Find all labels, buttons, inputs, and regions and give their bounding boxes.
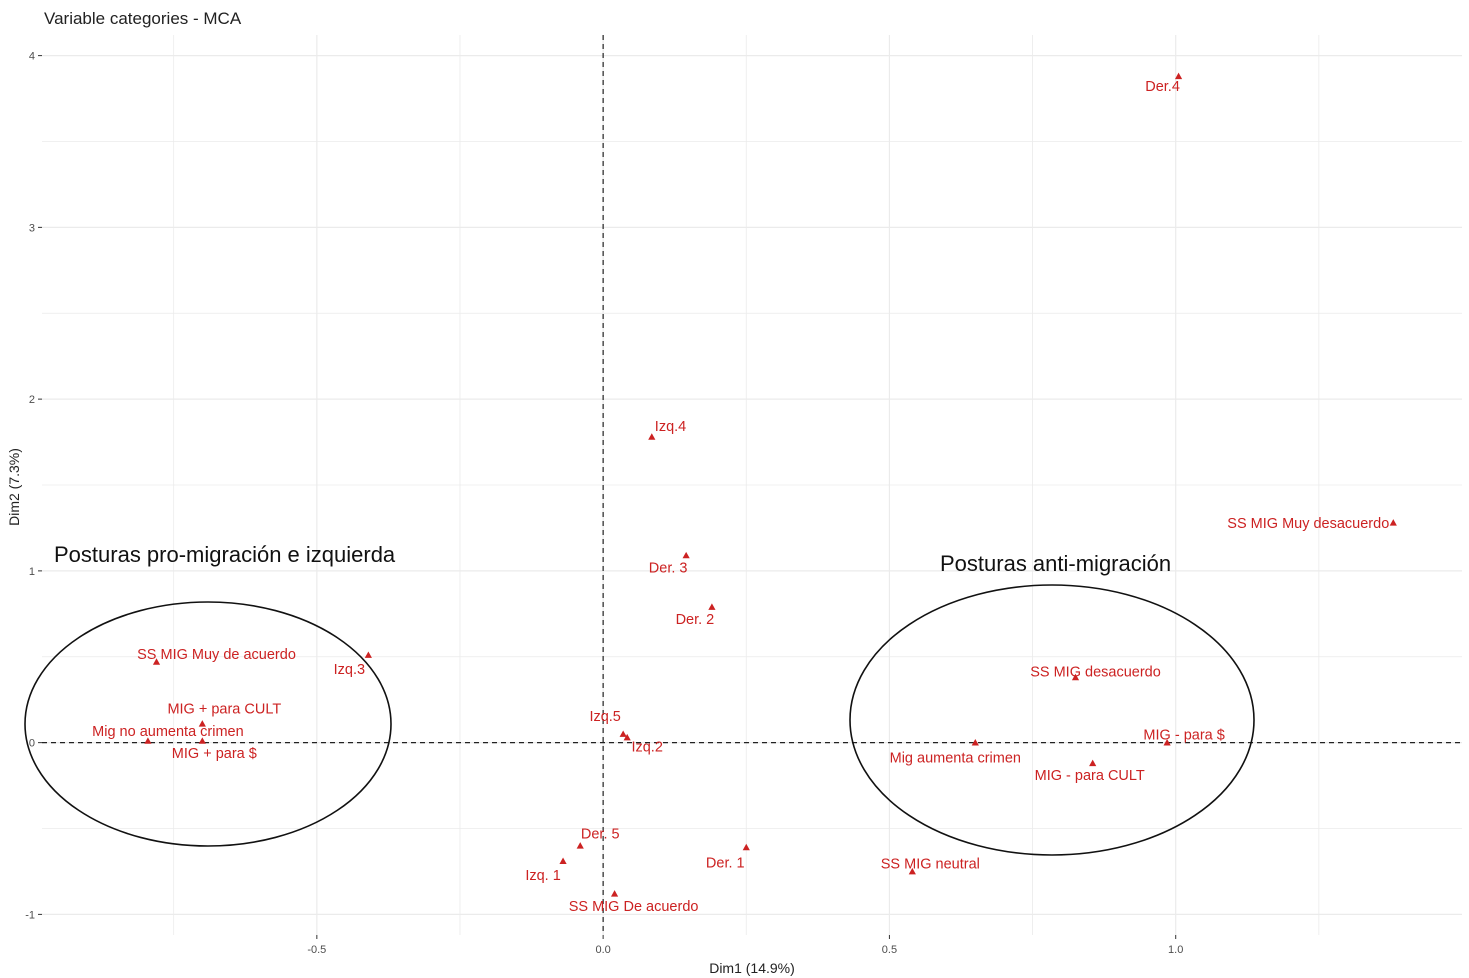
data-point-label: Izq.5 [589, 709, 620, 725]
data-point-marker [576, 842, 584, 849]
data-point-label: Mig aumenta crimen [890, 751, 1021, 767]
data-point-label: Mig no aumenta crimen [92, 724, 244, 740]
data-point-labels: Der.4 SS MIG Muy desacuerdo Izq.4 Der. 3 Der… [92, 79, 1389, 915]
x-axis-ticks: -0.5 0.0 0.5 1.0 [307, 935, 1183, 956]
data-point-marker [1089, 759, 1097, 767]
anti-migration-annotation: Posturas anti-migración [940, 551, 1171, 576]
major-grid [42, 35, 1462, 935]
data-point-marker [198, 720, 206, 727]
data-point-marker [682, 551, 690, 559]
y-tick-label: 4 [29, 51, 35, 63]
y-tick-label: 0 [29, 738, 35, 750]
x-tick-label: -0.5 [307, 944, 326, 956]
data-point-marker [198, 737, 206, 744]
data-point-label: Der. 1 [706, 855, 745, 871]
data-point-label: Izq. 1 [525, 868, 560, 884]
minor-grid [42, 35, 1462, 935]
data-point-label: Der. 3 [649, 560, 688, 576]
data-point-marker [708, 603, 716, 610]
data-point-label: SS MIG Muy de acuerdo [137, 647, 296, 663]
y-axis-label: Dim2 (7.3%) [6, 448, 22, 526]
y-tick-label: 1 [29, 566, 35, 578]
x-tick-label: 1.0 [1168, 944, 1183, 956]
data-point-marker [648, 433, 656, 440]
data-point-label: Der.4 [1145, 79, 1180, 95]
data-point-marker [152, 658, 161, 665]
data-point-label: SS MIG De acuerdo [569, 899, 699, 915]
data-point-marker [559, 857, 567, 865]
data-point-marker [908, 867, 916, 875]
data-point-marker [1389, 519, 1397, 526]
x-axis-label: Dim1 (14.9%) [709, 960, 795, 976]
y-tick-label: 2 [29, 394, 35, 406]
y-axis-ticks: -1 0 1 2 3 4 [25, 51, 42, 921]
data-point-label: MIG + para $ [172, 746, 257, 762]
data-point-marker [1174, 72, 1183, 80]
data-point-marker [1163, 739, 1171, 746]
data-points [144, 72, 1397, 897]
y-tick-label: -1 [25, 909, 35, 921]
data-point-label: MIG - para $ [1143, 728, 1224, 744]
x-tick-label: 0.5 [882, 944, 897, 956]
pro-migration-annotation: Posturas pro-migración e izquierda [54, 542, 396, 567]
data-point-marker [610, 890, 619, 897]
data-point-marker [971, 739, 979, 746]
data-point-marker [619, 730, 627, 737]
y-tick-label: 3 [29, 222, 35, 234]
data-point-label: Izq.2 [631, 739, 662, 755]
data-point-label: MIG + para CULT [167, 702, 281, 718]
data-point-marker [364, 651, 372, 658]
data-point-label: Izq.3 [334, 662, 365, 678]
data-point-label: MIG - para CULT [1035, 768, 1145, 784]
data-point-marker [742, 843, 750, 851]
group-ellipses [24, 584, 1255, 856]
data-point-label: SS MIG desacuerdo [1030, 664, 1161, 680]
reference-lines [42, 35, 1462, 935]
chart-title: Variable categories - MCA [44, 9, 242, 28]
data-point-marker [1071, 673, 1080, 681]
pro-migration-ellipse [24, 601, 392, 847]
anti-migration-ellipse [849, 584, 1255, 856]
data-point-label: Der. 2 [676, 612, 715, 628]
data-point-label: Izq.4 [655, 419, 686, 435]
data-point-label: Der. 5 [581, 827, 620, 843]
data-point-label: SS MIG Muy desacuerdo [1227, 516, 1389, 532]
data-point-label: SS MIG neutral [881, 856, 980, 872]
x-tick-label: 0.0 [595, 944, 610, 956]
data-point-marker [623, 733, 631, 741]
data-point-marker [144, 737, 152, 744]
